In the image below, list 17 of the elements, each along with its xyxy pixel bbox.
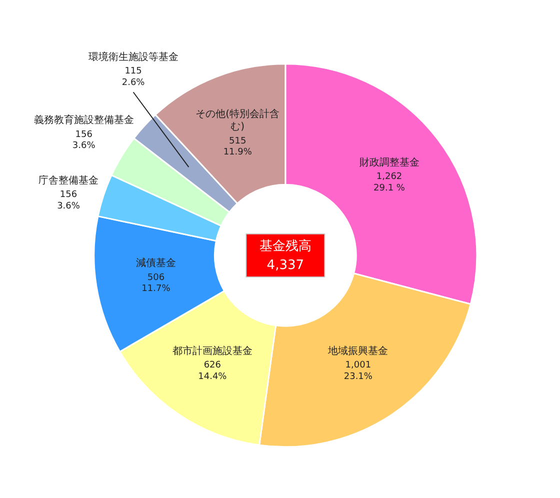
slice-label: 地域振興基金 xyxy=(327,344,388,357)
slice-label: その他(特別会計含む) xyxy=(196,108,280,133)
slice-label: 都市計画施設基金 xyxy=(172,344,252,357)
data-label: 1,001 23.1% xyxy=(344,360,373,382)
text: 基金残高 4,337 xyxy=(259,238,312,274)
slice-label: 庁舎整備基金 xyxy=(38,174,98,186)
slice-label: 財政調整基金 xyxy=(359,156,420,168)
slice-label: 環境衛生施設等基金 xyxy=(88,50,178,63)
data-label: 626 14.4% xyxy=(198,360,228,382)
slice-label: 減債基金 xyxy=(136,257,176,270)
data-label: 156 3.6% xyxy=(72,130,96,152)
slice-label: 義務教育施設整備基金 xyxy=(34,114,134,126)
data-label: 515 11.9% xyxy=(223,136,252,158)
data-label: 506 11.7% xyxy=(142,272,171,294)
data-label: 115 2.6% xyxy=(122,66,146,88)
data-label: 1,262 29.1 % xyxy=(374,172,406,194)
data-label: 156 3.6% xyxy=(57,190,80,212)
